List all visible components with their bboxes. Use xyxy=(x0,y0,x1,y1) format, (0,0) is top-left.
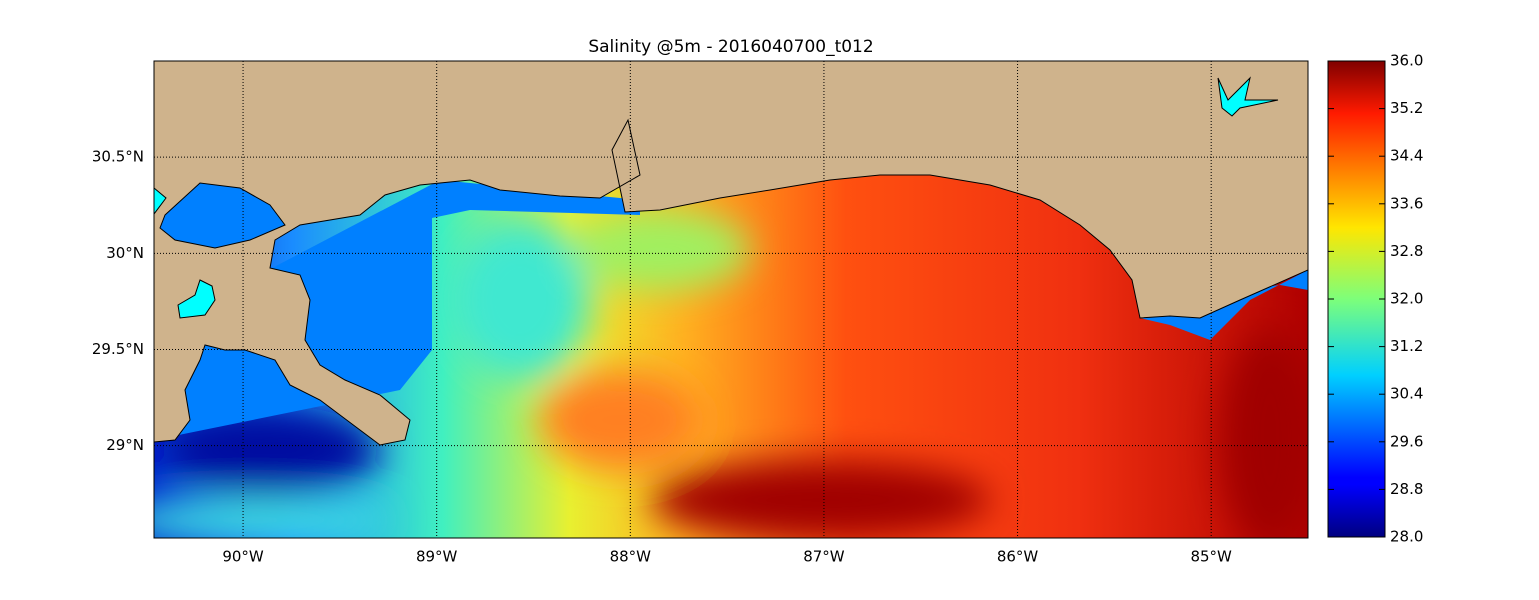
x-tick-label: 85°W xyxy=(1190,548,1232,566)
x-tick-label: 87°W xyxy=(803,548,845,566)
colorbar xyxy=(1327,60,1386,538)
x-tick-label: 89°W xyxy=(416,548,458,566)
colorbar-label: 34.4 xyxy=(1390,147,1423,165)
colorbar-label: 30.4 xyxy=(1390,385,1423,403)
lake xyxy=(154,187,167,215)
colorbar-label: 36.0 xyxy=(1390,52,1423,70)
x-tick-label: 88°W xyxy=(610,548,652,566)
colorbar-label: 33.6 xyxy=(1390,194,1423,212)
lake xyxy=(177,279,216,319)
y-tick-label: 29°N xyxy=(106,436,144,454)
colorbar-label: 28.0 xyxy=(1390,528,1423,546)
lake xyxy=(1217,76,1279,117)
map-title: Salinity @5m - 2016040700_t012 xyxy=(588,37,873,57)
colorbar-label: 32.8 xyxy=(1390,242,1423,260)
colorbar-label: 32.0 xyxy=(1390,290,1423,308)
x-tick-label: 90°W xyxy=(222,548,264,566)
colorbar-label: 35.2 xyxy=(1390,99,1423,117)
y-tick-label: 29.5°N xyxy=(92,340,144,358)
coastal-water xyxy=(154,180,640,440)
y-tick-label: 30.5°N xyxy=(92,148,144,166)
y-tick-label: 30°N xyxy=(106,244,144,262)
colorbar-label: 31.2 xyxy=(1390,337,1423,355)
map-frame xyxy=(153,60,1309,539)
map-area xyxy=(154,61,1308,538)
salinity-features xyxy=(154,210,1308,538)
colorbar-label: 28.8 xyxy=(1390,480,1423,498)
x-tick-label: 86°W xyxy=(997,548,1039,566)
colorbar-label: 29.6 xyxy=(1390,432,1423,450)
lake xyxy=(159,182,286,249)
